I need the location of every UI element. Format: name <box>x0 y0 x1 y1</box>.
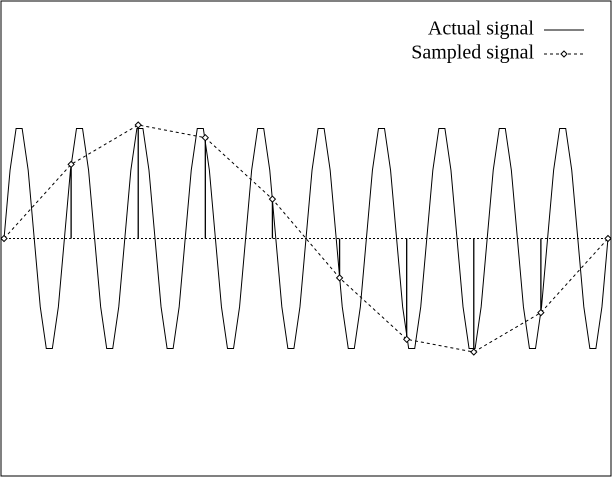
marker <box>604 234 612 243</box>
marker <box>537 308 545 317</box>
marker <box>470 348 478 356</box>
series-line <box>3 127 609 350</box>
marker <box>201 134 210 142</box>
legend-label: Actual signal <box>428 18 535 40</box>
marker <box>134 121 142 129</box>
marker <box>335 274 344 282</box>
legend-label: Sampled signal <box>411 42 534 64</box>
legend-marker <box>560 50 568 58</box>
series-line <box>3 124 609 353</box>
marker <box>268 195 277 203</box>
marker <box>0 234 8 243</box>
marker <box>67 160 75 169</box>
marker <box>402 335 411 343</box>
